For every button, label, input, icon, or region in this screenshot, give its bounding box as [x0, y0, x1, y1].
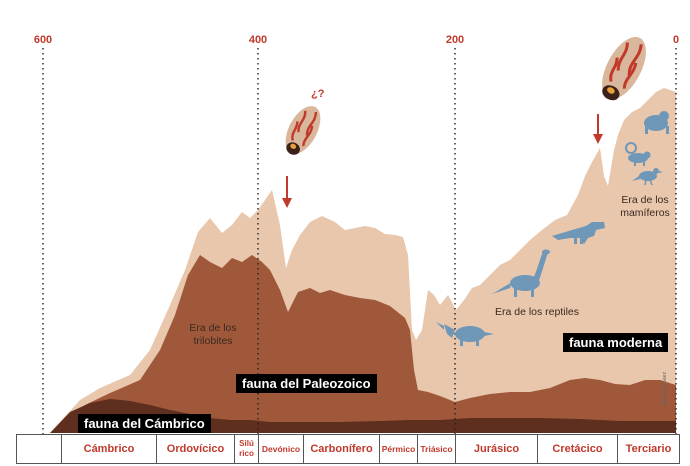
fauna-paleozoico-label: fauna del Paleozoico: [236, 374, 377, 393]
meteorite-icon: [602, 36, 646, 101]
period-jurasico: Jurásico: [455, 435, 537, 463]
period-devonico: Devónico: [258, 435, 303, 463]
tick-label-600: 600: [33, 34, 53, 46]
tick-label-0: 0: [672, 34, 680, 46]
period-terciario: Terciario: [617, 435, 679, 463]
bird-icon: [632, 168, 663, 186]
period-permico: Pérmico: [379, 435, 417, 463]
trex-icon: [552, 222, 605, 244]
era-trilobites-label: Era de los trilobites: [189, 322, 237, 347]
fauna-cambrico-label: fauna del Cámbrico: [78, 414, 211, 433]
tick-label-400: 400: [248, 34, 268, 46]
era-reptiles-label: Era de los reptiles: [494, 306, 580, 318]
down-arrow-icon: [593, 114, 603, 144]
meteorite-icon: [285, 106, 321, 155]
fauna-moderna-label: fauna moderna: [563, 333, 669, 352]
down-arrow-icon: [282, 176, 292, 208]
era-mamiferos-label: Era de los mamíferos: [620, 194, 670, 219]
credit-text: Alejandro Sáez: [662, 372, 668, 406]
tick-label-200: 200: [445, 34, 465, 46]
period-carbonifero: Carbonífero: [303, 435, 379, 463]
question-mark: ¿?: [311, 88, 325, 100]
period-silurico: Silú rico: [234, 435, 258, 463]
period-ordovicico: Ordovícico: [156, 435, 234, 463]
sauropod-icon: [492, 249, 550, 297]
triceratops-icon: [436, 322, 494, 346]
period-triasico: Triásico: [417, 435, 455, 463]
period-cretacico: Cretácico: [537, 435, 617, 463]
gorilla-icon: [644, 111, 669, 134]
period-cambrico: Cámbrico: [61, 435, 156, 463]
chameleon-icon: [625, 142, 651, 166]
periods-bar: Cámbrico Ordovícico Silú rico Devónico C…: [16, 434, 680, 464]
paleozoic-fauna-area: [50, 255, 676, 433]
